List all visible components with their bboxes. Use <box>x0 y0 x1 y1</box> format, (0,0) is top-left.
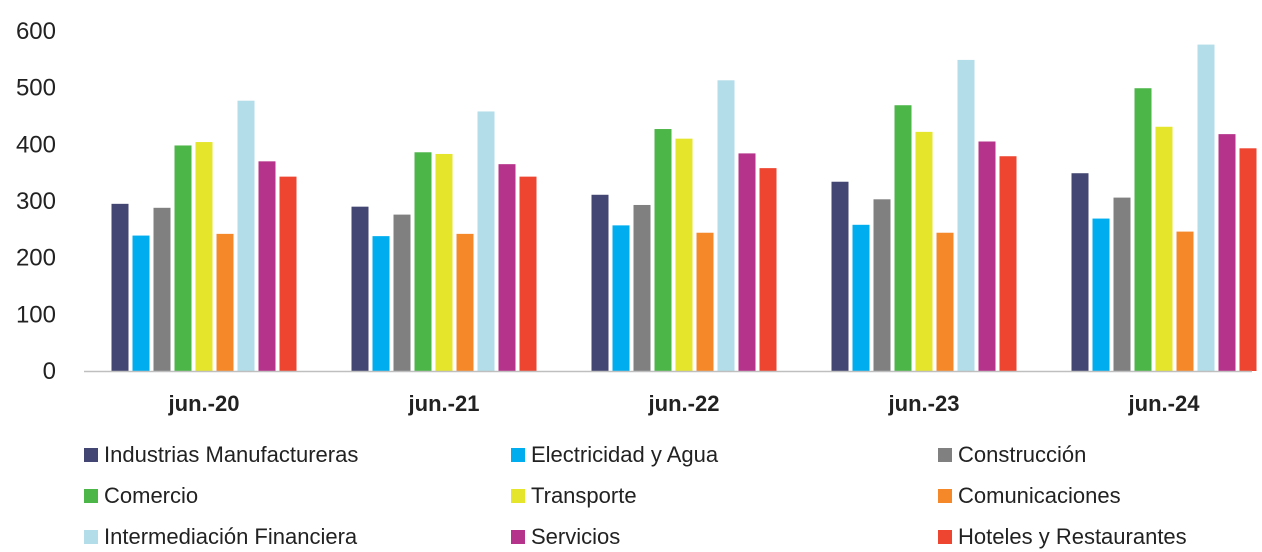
legend-item: Intermediación Financiera <box>84 522 357 552</box>
legend-item: Electricidad y Agua <box>511 440 718 470</box>
legend-label: Electricidad y Agua <box>531 442 719 467</box>
bar <box>978 141 996 371</box>
y-tick-label: 500 <box>16 75 56 102</box>
bar <box>519 176 537 371</box>
y-tick-label: 200 <box>16 245 56 272</box>
bar <box>477 111 495 371</box>
legend-swatch <box>938 530 952 544</box>
bar <box>654 129 672 371</box>
y-tick-label: 100 <box>16 301 56 328</box>
bar <box>612 225 630 371</box>
legend-item: Industrias Manufactureras <box>84 440 358 470</box>
bars <box>111 44 1257 372</box>
y-axis: 0 100 200 300 400 500 600 <box>16 18 56 385</box>
bar <box>873 199 891 371</box>
legend-swatch <box>84 448 98 462</box>
bar <box>696 232 714 371</box>
bar <box>216 233 234 371</box>
bar <box>831 181 849 371</box>
bar <box>279 176 297 371</box>
bar <box>894 105 912 371</box>
bar <box>852 224 870 371</box>
y-tick-label: 400 <box>16 131 56 158</box>
legend-item: Comunicaciones <box>938 481 1121 511</box>
x-tick-label: jun.-24 <box>1128 391 1201 416</box>
legend-swatch <box>511 448 525 462</box>
bar <box>393 214 411 371</box>
bar <box>591 194 609 371</box>
bar <box>1239 148 1257 371</box>
bar <box>999 156 1017 371</box>
bar <box>195 142 213 371</box>
y-tick-label: 600 <box>16 18 56 45</box>
x-tick-label: jun.-23 <box>888 391 960 416</box>
bar <box>435 153 453 371</box>
bar <box>1113 197 1131 371</box>
bar <box>1176 231 1194 371</box>
bar <box>174 145 192 371</box>
bar <box>111 203 129 371</box>
legend-label: Hoteles y Restaurantes <box>958 524 1187 549</box>
bar <box>738 153 756 371</box>
legend-label: Comunicaciones <box>958 483 1121 508</box>
bar <box>498 164 516 371</box>
bar <box>915 131 933 371</box>
legend-label: Servicios <box>531 524 621 549</box>
x-axis: jun.-20 jun.-21 jun.-22 jun.-23 jun.-24 <box>168 391 1201 416</box>
bar <box>456 233 474 371</box>
bar <box>153 207 171 371</box>
bar <box>1071 173 1089 371</box>
x-tick-label: jun.-20 <box>168 391 240 416</box>
bar <box>633 204 651 371</box>
legend-label: Comercio <box>104 483 199 508</box>
legend-label: Intermediación Financiera <box>104 524 358 549</box>
bar <box>1197 44 1215 371</box>
bar <box>1218 134 1236 371</box>
bar <box>1134 88 1152 371</box>
legend-swatch <box>938 489 952 503</box>
legend-swatch <box>511 489 525 503</box>
legend-label: Industrias Manufactureras <box>104 442 359 467</box>
x-tick-label: jun.-22 <box>648 391 720 416</box>
y-tick-label: 300 <box>16 188 56 215</box>
legend-swatch <box>511 530 525 544</box>
bar <box>414 152 432 371</box>
bar <box>1092 218 1110 371</box>
bar <box>759 168 777 371</box>
bar <box>258 161 276 371</box>
bar <box>237 100 255 371</box>
bar <box>675 138 693 371</box>
legend-swatch <box>938 448 952 462</box>
bar <box>372 236 390 371</box>
bar <box>351 206 369 371</box>
legend-swatch <box>84 489 98 503</box>
legend: Industrias Manufactureras Electricidad y … <box>0 434 1262 550</box>
bar <box>717 80 735 372</box>
legend-item: Transporte <box>511 481 637 511</box>
legend-swatch <box>84 530 98 544</box>
bar <box>957 59 975 372</box>
legend-item: Hoteles y Restaurantes <box>938 522 1187 552</box>
bar <box>1155 126 1173 372</box>
bar <box>132 235 150 371</box>
legend-item: Comercio <box>84 481 198 511</box>
legend-item: Servicios <box>511 522 620 552</box>
legend-label: Transporte <box>531 483 637 508</box>
legend-label: Construcción <box>958 442 1087 467</box>
bar <box>936 232 954 371</box>
legend-item: Construcción <box>938 440 1086 470</box>
y-tick-label: 0 <box>43 358 56 385</box>
x-tick-label: jun.-21 <box>408 391 480 416</box>
